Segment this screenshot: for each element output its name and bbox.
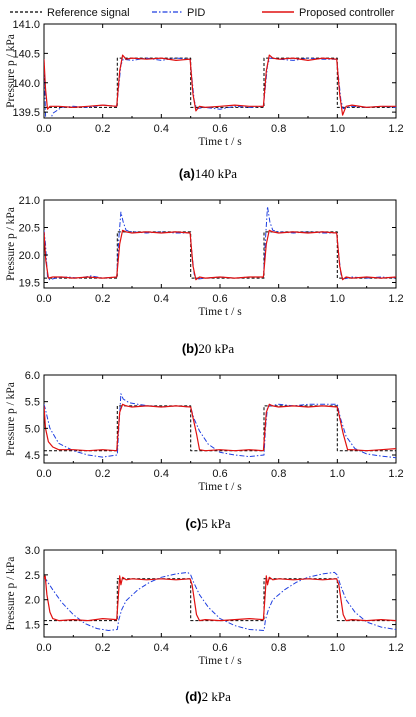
x-tick-label: 0.0 (36, 293, 51, 305)
caption-text: 140 kPa (195, 166, 237, 181)
x-tick-label: 0.0 (36, 468, 51, 480)
y-tick-label: 140.5 (12, 48, 40, 60)
x-tick-label: 0.8 (271, 642, 286, 654)
caption-text: 20 kPa (198, 341, 234, 356)
y-tick-label: 5.0 (25, 423, 40, 435)
caption-letter: (d) (185, 689, 202, 704)
y-axis-label: Pressure p / kPa (5, 34, 17, 108)
y-tick-label: 141.0 (12, 19, 40, 31)
panel-caption: (c)5 kPa (185, 516, 230, 531)
caption-letter: (b) (182, 341, 199, 356)
caption-text: 5 kPa (201, 516, 230, 531)
y-tick-label: 20.0 (19, 250, 40, 262)
y-axis-label: Pressure p / kPa (5, 557, 17, 631)
chart-panel: 0.0 0.2 0.4 0.6 0.8 1.0 1.2 139.5 140.0 140.5 141.… (5, 19, 404, 181)
chart-panel: 0.0 0.2 0.4 0.6 0.8 1.0 1.2 19.5 20.0 20.5 21.0 Tim… (5, 195, 404, 356)
series-line (44, 54, 396, 116)
x-axis-label: Time t / s (198, 136, 242, 148)
panel-caption: (b)20 kPa (182, 341, 235, 356)
legend-label: PID (187, 7, 205, 19)
x-tick-label: 0.8 (271, 123, 286, 135)
y-tick-label: 5.5 (25, 397, 40, 409)
y-tick-label: 20.5 (19, 223, 40, 235)
x-tick-label: 0.4 (154, 468, 169, 480)
y-tick-label: 21.0 (19, 195, 40, 207)
x-tick-label: 0.4 (154, 642, 169, 654)
series-line (44, 206, 396, 281)
y-tick-label: 6.0 (25, 370, 40, 382)
legend-item: Proposed controller (262, 7, 395, 19)
chart-panel: 0.0 0.2 0.4 0.6 0.8 1.0 1.2 1.5 2.0 2.5 3.0 Time t … (5, 545, 404, 704)
y-tick-label: 2.5 (25, 570, 40, 582)
series-line (44, 571, 396, 631)
y-axis-label: Pressure p / kPa (5, 382, 17, 456)
y-tick-label: 2.0 (25, 595, 40, 607)
series-line (44, 403, 396, 452)
panel-caption: (a)140 kPa (179, 166, 237, 181)
x-tick-label: 0.8 (271, 468, 286, 480)
x-tick-label: 0.0 (36, 123, 51, 135)
caption-text: 2 kPa (202, 689, 231, 704)
legend: Reference signal PID Proposed controller (10, 7, 395, 19)
x-tick-label: 1.0 (330, 293, 345, 305)
panels: 0.0 0.2 0.4 0.6 0.8 1.0 1.2 139.5 140.0 140.5 141.… (5, 19, 404, 704)
y-tick-label: 19.5 (19, 278, 40, 290)
x-tick-label: 1.2 (388, 293, 403, 305)
x-tick-label: 1.2 (388, 468, 403, 480)
x-tick-label: 1.0 (330, 468, 345, 480)
x-tick-label: 0.6 (212, 468, 227, 480)
legend-label: Proposed controller (299, 7, 395, 19)
y-tick-label: 140.0 (12, 78, 40, 90)
x-tick-label: 1.2 (388, 642, 403, 654)
x-tick-label: 0.6 (212, 642, 227, 654)
y-tick-label: 4.5 (25, 450, 40, 462)
x-tick-label: 0.2 (95, 642, 110, 654)
y-axis-label: Pressure p / kPa (5, 207, 17, 281)
series-line (44, 393, 396, 459)
y-tick-label: 3.0 (25, 545, 40, 557)
x-axis-label: Time t / s (198, 655, 242, 667)
series-line (44, 405, 396, 452)
series-line (44, 229, 396, 281)
x-tick-label: 0.0 (36, 642, 51, 654)
caption-letter: (a) (179, 166, 195, 181)
legend-item: Reference signal (10, 7, 130, 19)
x-tick-label: 0.6 (212, 293, 227, 305)
y-tick-label: 1.5 (25, 620, 40, 632)
x-tick-label: 0.4 (154, 123, 169, 135)
caption-letter: (c) (185, 516, 201, 531)
plot-frame (43, 199, 397, 289)
plot-frame (43, 23, 397, 119)
x-tick-label: 1.2 (388, 123, 403, 135)
x-tick-label: 0.6 (212, 123, 227, 135)
x-tick-label: 0.8 (271, 293, 286, 305)
panel-caption: (d)2 kPa (185, 689, 231, 704)
y-tick-label: 139.5 (12, 107, 40, 119)
x-tick-label: 1.0 (330, 642, 345, 654)
chart-panel: 0.0 0.2 0.4 0.6 0.8 1.0 1.2 4.5 5.0 5.5 6.0 Time t … (5, 370, 404, 531)
x-axis-label: Time t / s (198, 481, 242, 493)
x-tick-label: 1.0 (330, 123, 345, 135)
series-line (44, 57, 396, 108)
x-tick-label: 0.2 (95, 123, 110, 135)
series-line (44, 231, 396, 279)
x-tick-label: 0.4 (154, 293, 169, 305)
series-line (44, 575, 396, 622)
legend-item: PID (152, 7, 205, 19)
x-axis-label: Time t / s (198, 306, 242, 318)
legend-label: Reference signal (47, 7, 130, 19)
x-tick-label: 0.2 (95, 293, 110, 305)
x-tick-label: 0.2 (95, 468, 110, 480)
